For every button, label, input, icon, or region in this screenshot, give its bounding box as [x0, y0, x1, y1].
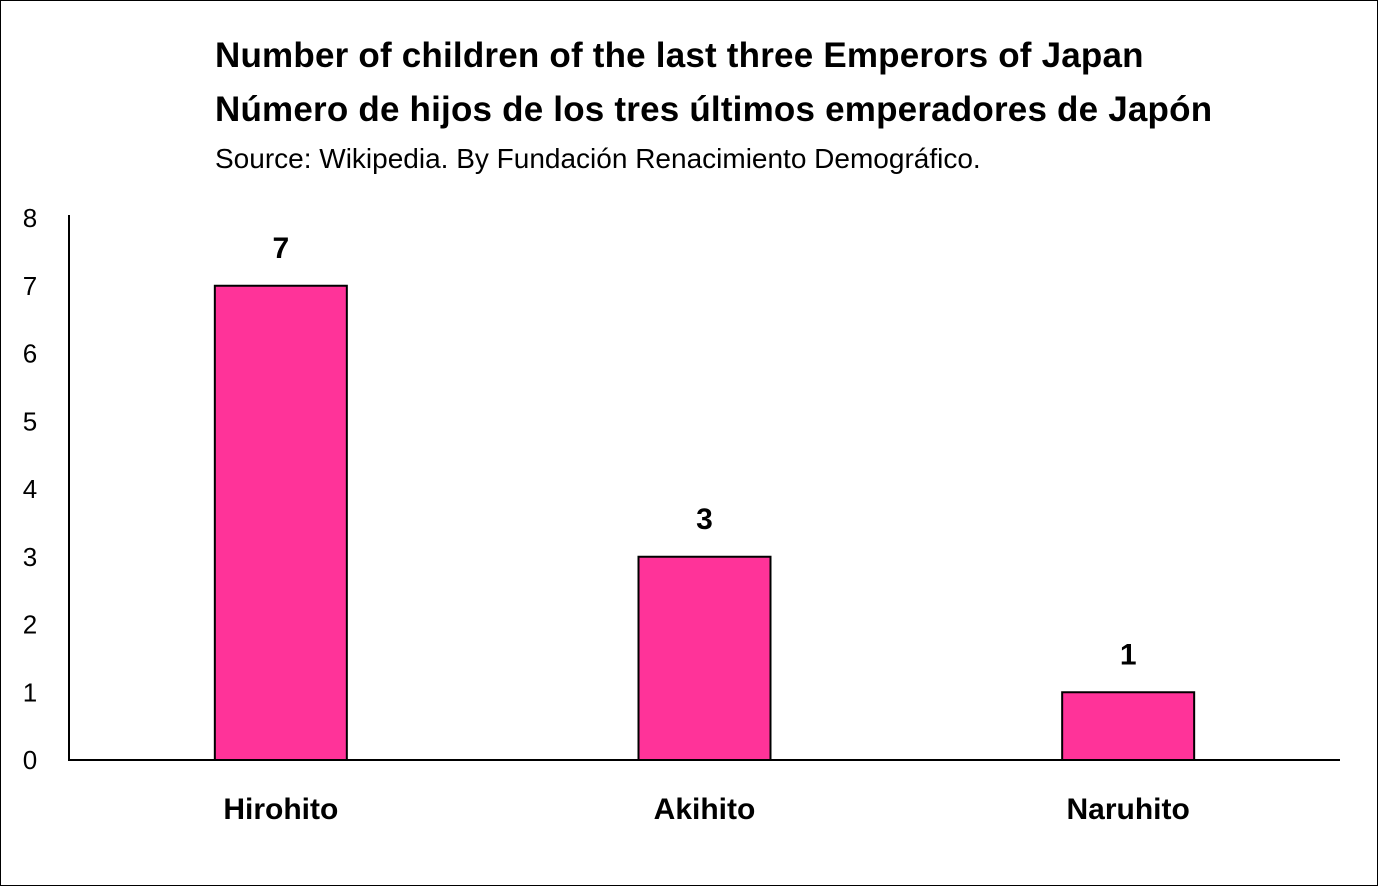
data-label: 3 — [696, 503, 713, 536]
x-category-label: Akihito — [654, 793, 756, 826]
y-tick-label: 5 — [23, 406, 37, 436]
chart-title-spanish: Número de hijos de los tres últimos empe… — [215, 90, 1213, 129]
y-tick-label: 0 — [23, 745, 37, 775]
data-label: 7 — [272, 232, 289, 265]
bar-naruhito — [1061, 691, 1196, 761]
x-axis-labels: Hirohito Akihito Naruhito — [223, 793, 1189, 826]
y-tick-label: 7 — [23, 271, 37, 301]
y-tick-label: 6 — [23, 339, 37, 369]
y-tick-label: 8 — [23, 203, 37, 233]
y-tick-label: 2 — [23, 610, 37, 640]
y-axis-ticks: 0 1 2 3 4 5 6 7 8 — [23, 203, 37, 775]
data-labels: 7 3 1 — [272, 232, 1136, 672]
x-category-label: Hirohito — [223, 793, 338, 826]
y-tick-label: 4 — [23, 474, 37, 504]
data-label: 1 — [1120, 638, 1137, 671]
chart-title: Number of children of the last three Emp… — [215, 36, 1144, 75]
y-tick-label: 1 — [23, 677, 37, 707]
x-category-label: Naruhito — [1067, 793, 1190, 826]
bar-akihito — [637, 555, 772, 761]
bars — [213, 284, 1196, 761]
y-tick-label: 3 — [23, 542, 37, 572]
chart-subtitle: Source: Wikipedia. By Fundación Renacimi… — [215, 143, 981, 174]
bar-hirohito — [213, 284, 348, 761]
